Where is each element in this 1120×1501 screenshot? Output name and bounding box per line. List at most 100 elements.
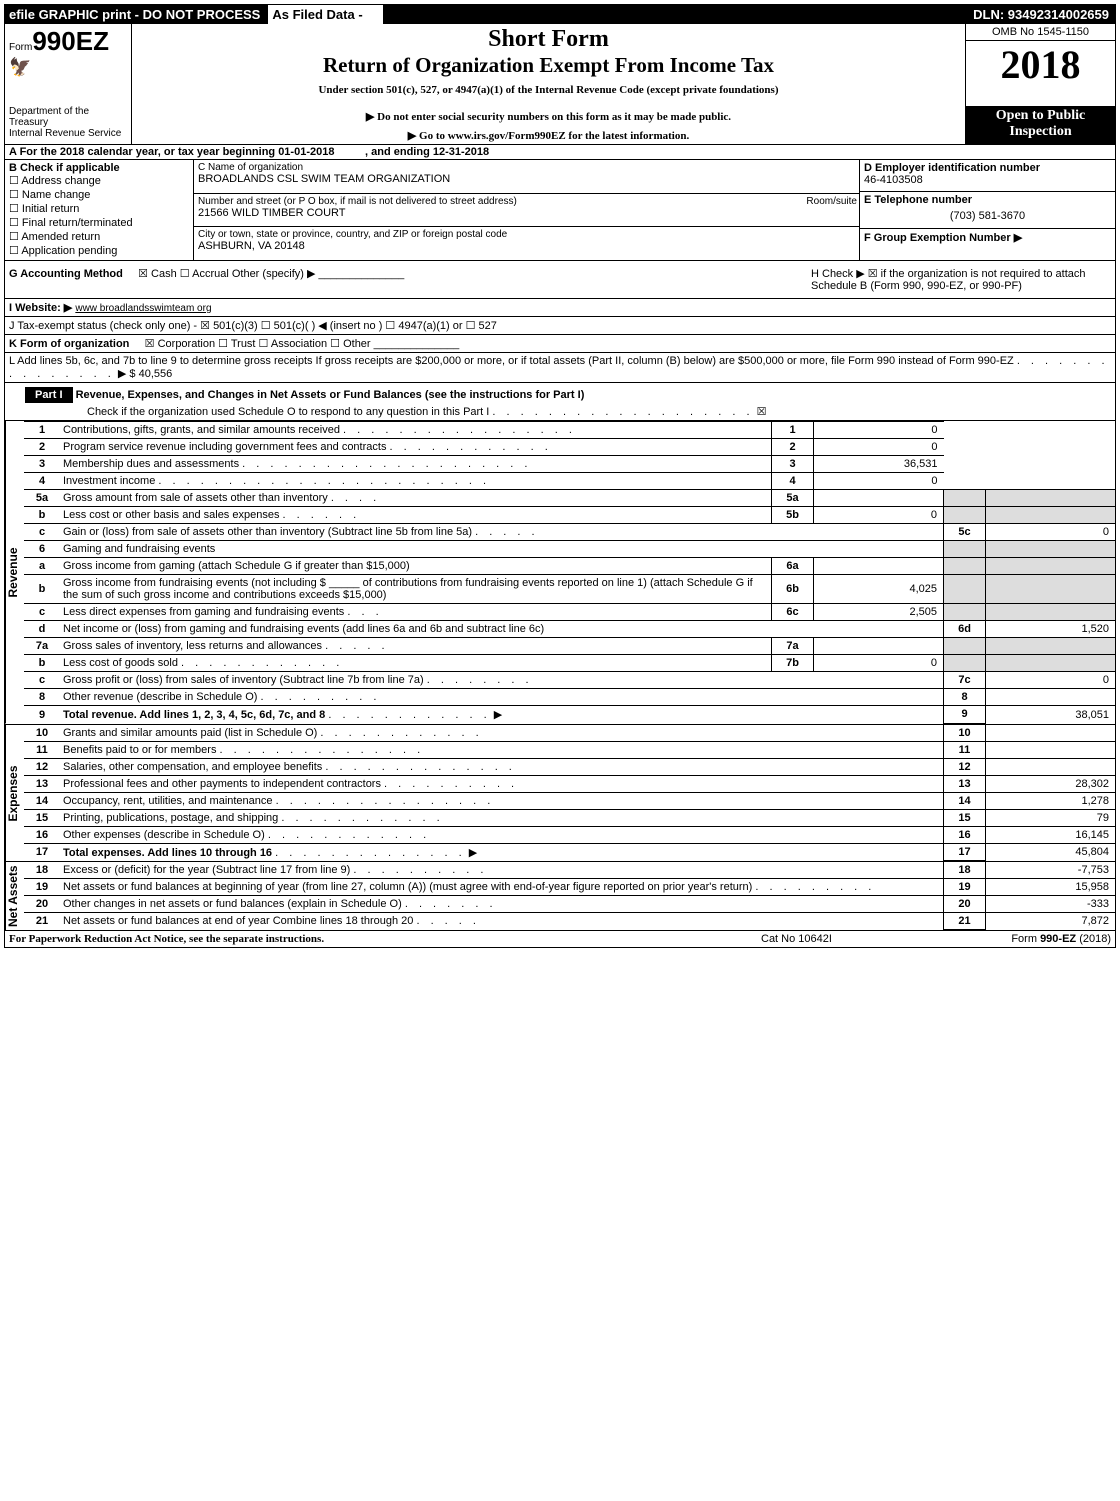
line-desc: Net assets or fund balances at end of ye… xyxy=(60,913,944,930)
line-desc: Net income or (loss) from gaming and fun… xyxy=(60,621,944,638)
line-rn: 8 xyxy=(944,689,986,706)
gray-cell xyxy=(986,575,1116,604)
line-num: 9 xyxy=(24,706,60,724)
gray-cell xyxy=(986,558,1116,575)
line-val: 0 xyxy=(986,672,1116,689)
line-desc: Professional fees and other payments to … xyxy=(60,775,944,792)
line-desc: Salaries, other compensation, and employ… xyxy=(60,758,944,775)
line-rn: 12 xyxy=(944,758,986,775)
row-a: A For the 2018 calendar year, or tax yea… xyxy=(5,145,1115,160)
line-val: 79 xyxy=(986,809,1116,826)
line-rn: 15 xyxy=(944,809,986,826)
part-i-check: Check if the organization used Schedule … xyxy=(87,406,489,418)
tax-year: 2018 xyxy=(965,41,1115,106)
line-desc: Contributions, gifts, grants, and simila… xyxy=(60,422,772,439)
line-desc: Occupancy, rent, utilities, and maintena… xyxy=(60,792,944,809)
h-text: H Check ▶ ☒ if the organization is not r… xyxy=(811,267,1111,292)
line-rn: 10 xyxy=(944,725,986,742)
line-desc: Excess or (deficit) for the year (Subtra… xyxy=(60,862,944,879)
form-prefix: Form xyxy=(9,42,32,53)
line-val: 15,958 xyxy=(986,879,1116,896)
mid-num: 6b xyxy=(772,575,814,604)
cb-name[interactable]: ☐ Name change xyxy=(9,188,189,201)
line-num: 16 xyxy=(24,826,60,843)
expenses-section-label: Expenses xyxy=(5,725,24,862)
line-val xyxy=(986,758,1116,775)
top-bar: efile GRAPHIC print - DO NOT PROCESS As … xyxy=(5,5,1115,24)
line-val: 0 xyxy=(814,473,944,490)
footer-left: For Paperwork Reduction Act Notice, see … xyxy=(9,933,761,945)
line-rn: 21 xyxy=(944,913,986,930)
line-num: 4 xyxy=(24,473,60,490)
donot-notice: ▶ Do not enter social security numbers o… xyxy=(138,110,959,123)
line-desc: Less direct expenses from gaming and fun… xyxy=(60,604,772,621)
website-value[interactable]: www broadlandsswimteam org xyxy=(75,303,211,314)
form-number: 990EZ xyxy=(32,26,109,56)
cb-application[interactable]: ☐ Application pending xyxy=(9,244,189,257)
k-options[interactable]: ☒ Corporation ☐ Trust ☐ Association ☐ Ot… xyxy=(145,338,371,350)
irs-label: Internal Revenue Service xyxy=(9,128,127,139)
row-j: J Tax-exempt status (check only one) - ☒… xyxy=(5,317,1115,335)
line-num: 6 xyxy=(24,541,60,558)
cb-address[interactable]: ☐ Address change xyxy=(9,174,189,187)
line-num: 12 xyxy=(24,758,60,775)
eagle-icon: 🦅 xyxy=(9,57,127,78)
line-rn: 11 xyxy=(944,741,986,758)
line-num: c xyxy=(24,604,60,621)
line-rn: 20 xyxy=(944,896,986,913)
line-rn: 17 xyxy=(944,843,986,861)
line-val xyxy=(986,689,1116,706)
gray-cell xyxy=(986,655,1116,672)
cb-initial[interactable]: ☐ Initial return xyxy=(9,202,189,215)
mid-num: 6a xyxy=(772,558,814,575)
gray-cell xyxy=(944,638,986,655)
org-name: BROADLANDS CSL SWIM TEAM ORGANIZATION xyxy=(198,173,855,185)
part-i-checked[interactable]: ☒ xyxy=(757,406,767,418)
mid-val: 4,025 xyxy=(814,575,944,604)
row-a-end: , and ending 12-31-2018 xyxy=(365,146,489,158)
netassets-section-label: Net Assets xyxy=(5,862,24,930)
k-label: K Form of organization xyxy=(9,338,129,350)
line-num: 18 xyxy=(24,862,60,879)
cb-amended[interactable]: ☐ Amended return xyxy=(9,230,189,243)
part-i-title: Revenue, Expenses, and Changes in Net As… xyxy=(76,389,585,401)
line-num: 5a xyxy=(24,490,60,507)
line-rn: 5c xyxy=(944,524,986,541)
footer-center: Cat No 10642I xyxy=(761,933,961,945)
line-rn: 6d xyxy=(944,621,986,638)
revenue-section-label: Revenue xyxy=(5,421,24,724)
mid-val: 2,505 xyxy=(814,604,944,621)
e-label: E Telephone number xyxy=(864,194,1111,206)
line-num: 8 xyxy=(24,689,60,706)
line-rn: 14 xyxy=(944,792,986,809)
line-num: 19 xyxy=(24,879,60,896)
line-desc: Other changes in net assets or fund bala… xyxy=(60,896,944,913)
d-label: D Employer identification number xyxy=(864,162,1111,174)
line-desc: Gross amount from sale of assets other t… xyxy=(60,490,772,507)
city-value: ASHBURN, VA 20148 xyxy=(198,240,855,252)
telephone-value: (703) 581-3670 xyxy=(864,206,1111,226)
line-num: 14 xyxy=(24,792,60,809)
line-rn: 13 xyxy=(944,775,986,792)
line-num: 7a xyxy=(24,638,60,655)
cb-final[interactable]: ☐ Final return/terminated xyxy=(9,216,189,229)
goto-notice: ▶ Go to www.irs.gov/Form990EZ for the la… xyxy=(138,129,959,142)
gray-cell xyxy=(944,490,986,507)
mid-val: 0 xyxy=(814,507,944,524)
line-val: 0 xyxy=(814,422,944,439)
mid-num: 7a xyxy=(772,638,814,655)
mid-val xyxy=(814,558,944,575)
line-num: 13 xyxy=(24,775,60,792)
g-options[interactable]: ☒ Cash ☐ Accrual Other (specify) ▶ xyxy=(138,268,315,280)
line-desc: Gain or (loss) from sale of assets other… xyxy=(60,524,944,541)
city-label: City or town, state or province, country… xyxy=(198,229,855,240)
line-desc: Net assets or fund balances at beginning… xyxy=(60,879,944,896)
line-desc: Other expenses (describe in Schedule O) … xyxy=(60,826,944,843)
line-val: 7,872 xyxy=(986,913,1116,930)
footer-right: Form 990-EZ (2018) xyxy=(961,933,1111,945)
line-rn: 19 xyxy=(944,879,986,896)
line-val xyxy=(986,741,1116,758)
line-desc: Membership dues and assessments . . . . … xyxy=(60,456,772,473)
line-val: 1,278 xyxy=(986,792,1116,809)
line-val: 16,145 xyxy=(986,826,1116,843)
